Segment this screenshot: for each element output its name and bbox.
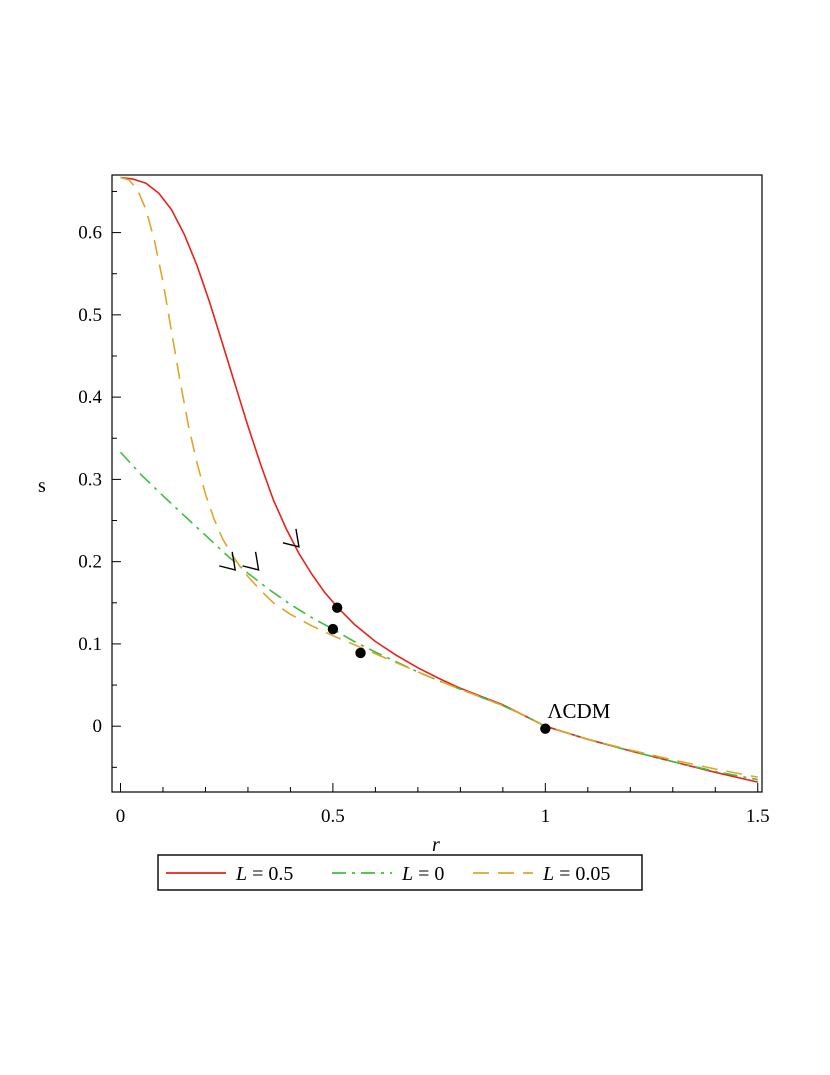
- y-tick-label: 0.6: [78, 223, 102, 244]
- point-marker: [355, 647, 366, 659]
- y-tick-label: 0.2: [78, 552, 102, 573]
- x-tick-label: 0.5: [321, 806, 345, 827]
- y-tick-label: 0: [93, 716, 103, 737]
- x-tick-label: 1.5: [746, 806, 770, 827]
- legend-label-var: L: [542, 863, 554, 885]
- direction-arrow: [282, 528, 300, 548]
- plot-frame: [111, 174, 763, 793]
- y-tick-label: 0.4: [78, 387, 102, 408]
- legend-label-value: = 0: [413, 863, 444, 885]
- legend-label-var: L: [401, 863, 413, 885]
- legend-label-var: L: [235, 863, 247, 885]
- x-axis-title: r: [432, 834, 440, 856]
- series-line-0: [120, 176, 758, 783]
- legend-label-2: L = 0.05: [542, 863, 610, 885]
- point-marker: [327, 623, 339, 635]
- annotation-lcdm: ΛCDM: [547, 699, 610, 723]
- direction-arrow: [242, 551, 260, 571]
- legend-label-1: L = 0: [401, 863, 444, 885]
- y-tick-label: 0.3: [78, 469, 102, 490]
- y-tick-label: 0.1: [78, 634, 102, 655]
- legend-box: [157, 854, 643, 891]
- legend-label-value: = 0.05: [554, 863, 610, 885]
- point-marker: [540, 723, 551, 734]
- y-axis-title: s: [38, 475, 46, 497]
- point-marker: [331, 602, 343, 613]
- series-line-1: [119, 451, 758, 781]
- legend-label-value: = 0.5: [247, 863, 293, 885]
- x-tick-label: 1: [541, 806, 551, 827]
- series-line-2: [120, 176, 758, 778]
- y-tick-label: 0.5: [78, 305, 102, 326]
- legend-label-0: L = 0.5: [235, 863, 293, 885]
- direction-arrow: [219, 551, 237, 571]
- x-tick-label: 0: [116, 806, 126, 827]
